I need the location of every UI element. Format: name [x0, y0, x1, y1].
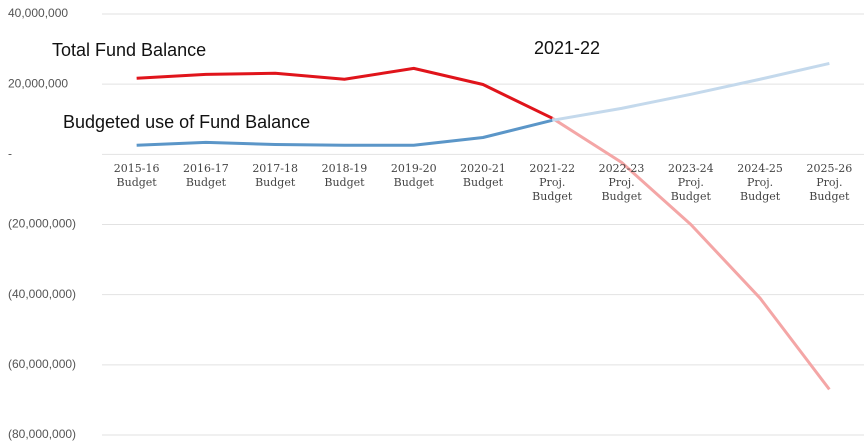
- x-tick-label: 2019-20 Budget: [390, 162, 437, 190]
- y-tick-label: (60,000,000): [8, 357, 76, 371]
- x-tick-label: 2015-16 Budget: [113, 162, 160, 190]
- y-tick-label: 20,000,000: [8, 76, 68, 90]
- annotation: Budgeted use of Fund Balance: [63, 112, 310, 132]
- x-tick-label: 2023-24 Proj. Budget: [667, 162, 714, 204]
- y-tick-label: 40,000,000: [8, 6, 68, 20]
- x-tick-label: 2022-23 Proj. Budget: [598, 162, 645, 204]
- y-tick-label: (40,000,000): [8, 287, 76, 301]
- x-tick-label: 2024-25 Proj. Budget: [737, 162, 783, 204]
- x-tick-label: 2017-18 Budget: [252, 162, 299, 190]
- series-line: [136, 66, 553, 120]
- y-tick-label: (80,000,000): [8, 427, 76, 441]
- x-tick-label: 2020-21 Budget: [460, 162, 506, 190]
- series-line: [551, 116, 831, 391]
- series-line: [552, 62, 830, 122]
- x-tick-label: 2016-17 Budget: [183, 162, 229, 190]
- x-tick-label: 2018-19 Budget: [321, 162, 368, 190]
- y-tick-label: -: [8, 147, 12, 161]
- y-tick-label: (20,000,000): [8, 217, 76, 231]
- x-tick-label: 2021-22 Proj. Budget: [529, 162, 576, 204]
- annotation: 2021-22: [534, 38, 600, 58]
- x-tick-label: 2025-26 Proj. Budget: [806, 162, 853, 204]
- series-line: [136, 118, 553, 147]
- annotation: Total Fund Balance: [52, 40, 206, 60]
